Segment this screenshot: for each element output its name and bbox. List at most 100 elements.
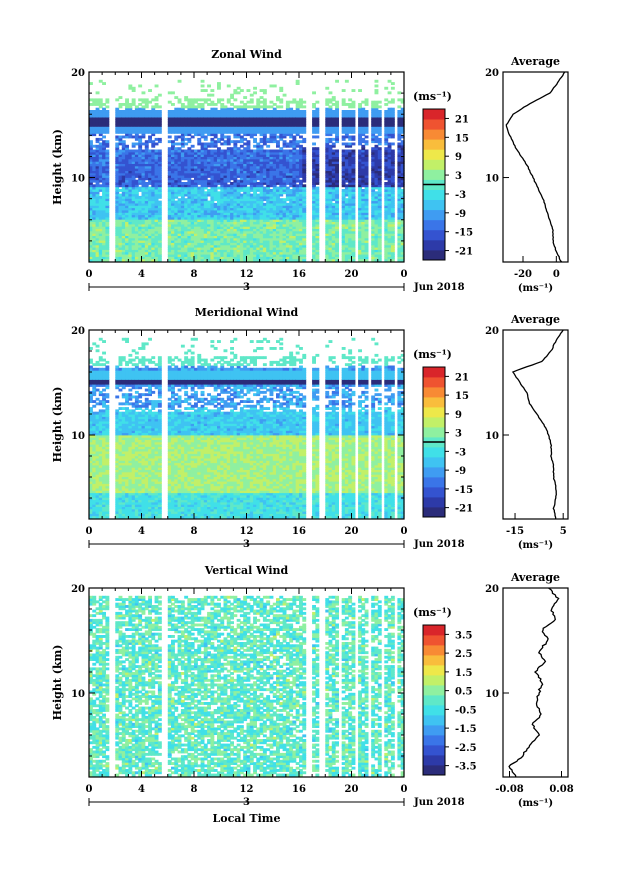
heatmap-cell bbox=[325, 86, 330, 90]
heatmap-cell bbox=[151, 175, 156, 178]
heatmap-cell bbox=[134, 258, 139, 262]
heatmap-cell bbox=[121, 254, 126, 257]
heatmap-cell bbox=[184, 154, 189, 157]
heatmap-cell bbox=[154, 237, 159, 241]
heatmap-cell bbox=[92, 156, 97, 160]
heatmap-cell bbox=[105, 256, 110, 260]
heatmap-cell bbox=[89, 223, 93, 227]
heatmap-cell bbox=[184, 96, 189, 99]
heatmap-cell bbox=[134, 121, 139, 125]
heatmap-cell bbox=[134, 205, 139, 209]
heatmap-cell bbox=[174, 205, 179, 209]
heatmap-cell bbox=[131, 251, 136, 255]
heatmap-cell bbox=[180, 216, 185, 220]
heatmap-cell bbox=[131, 256, 136, 260]
heatmap-cell bbox=[128, 205, 133, 209]
heatmap-cell bbox=[128, 237, 133, 241]
heatmap-cell bbox=[157, 186, 162, 190]
heatmap-cell bbox=[102, 123, 106, 127]
heatmap-cell bbox=[180, 189, 185, 192]
heatmap-cell bbox=[174, 237, 179, 241]
heatmap-cell bbox=[121, 135, 126, 139]
heatmap-cell bbox=[148, 212, 152, 216]
heatmap-cell bbox=[89, 119, 93, 123]
heatmap-cell bbox=[115, 135, 120, 139]
heatmap-cell bbox=[141, 214, 146, 218]
heatmap-cell bbox=[128, 175, 133, 178]
heatmap-cell bbox=[157, 163, 162, 167]
heatmap-cell bbox=[233, 98, 238, 102]
heatmap-cell bbox=[177, 216, 182, 220]
heatmap-cell bbox=[184, 151, 189, 155]
heatmap-cell bbox=[171, 172, 175, 176]
heatmap-cell bbox=[157, 223, 162, 227]
heatmap-cell bbox=[148, 123, 152, 127]
heatmap-cell bbox=[98, 137, 103, 141]
heatmap-cell bbox=[151, 251, 156, 255]
heatmap-cell bbox=[180, 128, 185, 132]
heatmap-cell bbox=[141, 179, 146, 183]
heatmap-cell bbox=[144, 163, 149, 167]
heatmap-cell bbox=[187, 221, 192, 225]
heatmap-cell bbox=[302, 110, 307, 113]
heatmap-cell bbox=[131, 254, 136, 257]
heatmap-cell bbox=[144, 100, 149, 104]
heatmap-cell bbox=[95, 130, 100, 134]
heatmap-cell bbox=[180, 186, 185, 190]
heatmap-cell bbox=[121, 198, 126, 202]
heatmap-cell bbox=[177, 209, 182, 213]
heatmap-cell bbox=[102, 186, 106, 190]
heatmap-cell bbox=[151, 177, 156, 181]
heatmap-cell bbox=[118, 249, 123, 253]
heatmap-cell bbox=[118, 182, 123, 185]
heatmap-cell bbox=[190, 172, 195, 176]
heatmap-cell bbox=[190, 205, 195, 209]
heatmap-cell bbox=[134, 126, 139, 130]
heatmap-cell bbox=[190, 214, 195, 218]
heatmap-cell bbox=[187, 105, 192, 109]
heatmap-cell bbox=[125, 195, 129, 199]
heatmap-cell bbox=[105, 251, 110, 255]
heatmap-cell bbox=[180, 123, 185, 127]
heatmap-cell bbox=[184, 254, 189, 257]
heatmap-cell bbox=[95, 151, 100, 155]
heatmap-cell bbox=[187, 133, 192, 137]
heatmap-cell bbox=[121, 112, 126, 116]
heatmap-cell bbox=[131, 240, 136, 243]
heatmap-cell bbox=[144, 168, 149, 171]
heatmap-cell bbox=[131, 209, 136, 213]
heatmap-cell bbox=[253, 86, 257, 90]
heatmap-cell bbox=[151, 216, 156, 220]
heatmap-cell bbox=[118, 135, 123, 139]
heatmap-cell bbox=[154, 193, 159, 197]
heatmap-cell bbox=[167, 175, 172, 178]
heatmap-cell bbox=[154, 154, 159, 157]
heatmap-cell bbox=[115, 177, 120, 181]
heatmap-cell bbox=[131, 110, 136, 113]
heatmap-cell bbox=[134, 119, 139, 123]
heatmap-cell bbox=[180, 144, 185, 148]
heatmap-cell bbox=[154, 182, 159, 185]
heatmap-cell bbox=[138, 182, 143, 185]
heatmap-cell bbox=[180, 244, 185, 248]
heatmap-cell bbox=[243, 96, 248, 99]
heatmap-cell bbox=[102, 198, 106, 202]
heatmap-cell bbox=[141, 126, 146, 130]
heatmap-cell bbox=[144, 242, 149, 246]
heatmap-cell bbox=[98, 149, 103, 153]
heatmap-cell bbox=[177, 221, 182, 225]
heatmap-cell bbox=[144, 216, 149, 220]
heatmap-cell bbox=[92, 154, 97, 157]
heatmap-cell bbox=[180, 163, 185, 167]
heatmap-cell bbox=[154, 209, 159, 213]
heatmap-cell bbox=[331, 96, 336, 99]
heatmap-cell bbox=[141, 107, 146, 111]
heatmap-cell bbox=[174, 230, 179, 234]
heatmap-cell bbox=[128, 235, 133, 239]
heatmap-cell bbox=[174, 165, 179, 169]
heatmap-cell bbox=[184, 128, 189, 132]
heatmap-cell bbox=[89, 226, 93, 229]
heatmap-cell bbox=[121, 130, 126, 134]
heatmap-cell bbox=[92, 254, 97, 257]
heatmap-cell bbox=[102, 165, 106, 169]
